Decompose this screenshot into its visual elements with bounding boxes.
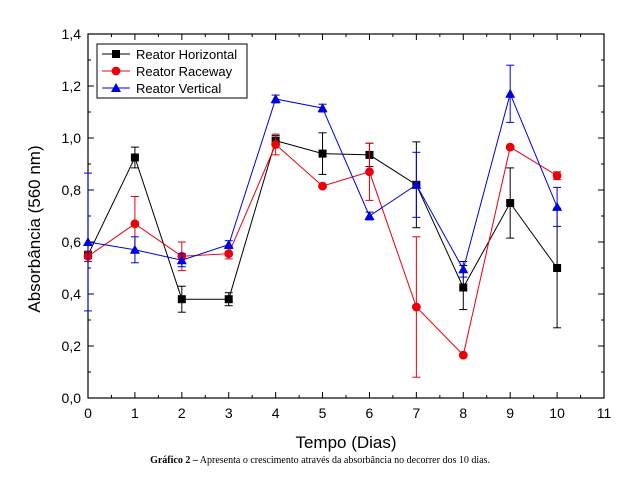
data-point bbox=[506, 199, 515, 207]
y-tick-label: 0,8 bbox=[62, 182, 82, 198]
data-point bbox=[458, 350, 468, 360]
caption-text: Apresenta o crescimento através da absor… bbox=[197, 455, 490, 466]
data-point bbox=[223, 239, 234, 249]
legend-label: Reator Horizontal bbox=[136, 47, 237, 62]
series-reator-horizontal bbox=[84, 132, 562, 329]
x-tick-label: 4 bbox=[272, 405, 280, 421]
x-axis-title: Tempo (Dias) bbox=[295, 433, 396, 452]
x-tick-label: 2 bbox=[178, 405, 186, 421]
y-tick-label: 0,6 bbox=[62, 234, 82, 250]
legend-marker bbox=[112, 50, 120, 58]
figure-caption: Gráfico 2 – Apresenta o crescimento atra… bbox=[0, 455, 640, 466]
data-point bbox=[365, 167, 374, 177]
data-point bbox=[459, 283, 468, 292]
data-point bbox=[271, 140, 281, 149]
data-point bbox=[411, 302, 421, 312]
x-tick-label: 5 bbox=[319, 405, 327, 421]
data-point bbox=[83, 237, 93, 246]
data-point bbox=[317, 103, 328, 113]
x-tick-label: 7 bbox=[412, 405, 420, 421]
data-point bbox=[130, 153, 139, 162]
series-reator-vertical bbox=[83, 64, 563, 312]
data-point bbox=[364, 211, 375, 220]
x-tick-label: 10 bbox=[549, 405, 565, 421]
y-tick-label: 0,0 bbox=[62, 390, 82, 406]
x-tick-label: 8 bbox=[459, 405, 467, 421]
legend-marker bbox=[111, 83, 121, 92]
data-point bbox=[505, 142, 515, 152]
x-tick-label: 11 bbox=[597, 405, 612, 421]
data-point bbox=[130, 219, 140, 229]
data-point bbox=[129, 244, 140, 254]
data-point bbox=[505, 88, 516, 98]
data-point bbox=[318, 149, 327, 158]
x-tick-label: 1 bbox=[131, 405, 139, 421]
data-point bbox=[270, 94, 281, 103]
data-point bbox=[553, 264, 562, 272]
legend-label: Reator Vertical bbox=[136, 81, 221, 96]
legend-label: Reator Raceway bbox=[136, 64, 233, 79]
series-line bbox=[87, 92, 558, 271]
x-tick-label: 0 bbox=[84, 405, 92, 421]
x-tick-label: 9 bbox=[506, 405, 514, 421]
data-point bbox=[224, 295, 233, 304]
data-point bbox=[411, 179, 422, 189]
series-line bbox=[87, 143, 558, 357]
data-point bbox=[552, 201, 563, 211]
y-tick-label: 0,2 bbox=[62, 338, 82, 354]
y-tick-label: 1,0 bbox=[62, 130, 82, 146]
y-axis-title: Absorbância (560 nm) bbox=[25, 145, 44, 312]
data-point bbox=[552, 171, 562, 181]
y-tick-label: 1,2 bbox=[62, 78, 82, 94]
data-point bbox=[458, 264, 469, 274]
y-tick-label: 1,4 bbox=[62, 26, 82, 42]
data-point bbox=[176, 255, 187, 265]
legend: Reator Horizontal Reator Raceway Reator Ve… bbox=[96, 43, 248, 99]
absorbance-chart: 0 1 2 3 4 5 6 7 8 9 10 11 0,0 0,2 0,4 0,6 0,8 1,0 1,2 1,4 Re… bbox=[25, 26, 612, 452]
caption-label: Gráfico 2 – bbox=[150, 455, 198, 466]
x-tick-label: 3 bbox=[225, 405, 233, 421]
x-tick-label: 6 bbox=[366, 405, 374, 421]
data-point bbox=[318, 181, 327, 191]
y-tick-label: 0,4 bbox=[62, 286, 82, 302]
data-point bbox=[177, 295, 186, 304]
data-point bbox=[224, 249, 234, 259]
legend-marker bbox=[111, 66, 121, 76]
